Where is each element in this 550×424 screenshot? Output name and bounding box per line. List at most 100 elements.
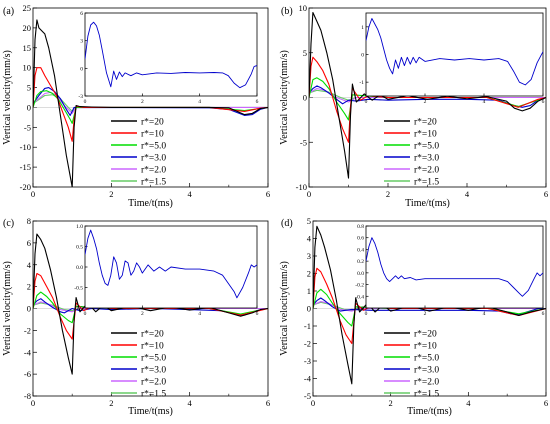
panel-d-inset-y-tick-label: -0.4 bbox=[355, 294, 364, 300]
panel-c-inset-y-tick-label: -1.0 bbox=[74, 306, 83, 312]
panel-a-inset-y-tick-label: 0 bbox=[80, 66, 83, 72]
panel-d-inset-y-tick-label: 0.6 bbox=[357, 236, 364, 242]
panel-d-x-tick-label: 4 bbox=[466, 398, 471, 408]
panel-c-inset-y-tick-label: 1.0 bbox=[76, 224, 83, 230]
panel-a-series-group bbox=[33, 19, 268, 187]
panel-d-inset-y-tick-label: 0.4 bbox=[357, 247, 364, 253]
panel-a-inset-y-tick-label: 6 bbox=[80, 11, 83, 17]
panel-d-inset-y-tick-label: 0.0 bbox=[357, 271, 364, 277]
panel-c-legend-label: r*=20 bbox=[141, 330, 164, 340]
panel-b-inset-y-tick-label: -1 bbox=[359, 80, 364, 86]
panel-a-legend-label: r*=1.5 bbox=[141, 178, 166, 188]
panel-c-y-tick-label: -2 bbox=[24, 325, 31, 335]
panel-b-y-axis-label: Vertical velocity(mm/s) bbox=[279, 50, 290, 145]
panel-b-legend-label: r*=5.0 bbox=[414, 142, 439, 152]
panel-d-legend-label: r*=5.0 bbox=[414, 354, 439, 364]
panel-b-inset-frame bbox=[365, 12, 544, 97]
panel-c-label: (c) bbox=[3, 218, 14, 229]
panel-d-inset-y-tick-label: -0.2 bbox=[355, 283, 364, 289]
panel-b-inset-x-tick-label: 0 bbox=[365, 99, 368, 105]
panel-d-y-tick-label: -3 bbox=[304, 356, 311, 366]
panel-a-series-line-r10 bbox=[33, 67, 268, 142]
panel-b-x-tick-label: 4 bbox=[465, 189, 470, 199]
panel-c-inset-x-tick-label: 2 bbox=[141, 311, 144, 317]
panel-d-y-tick-label: 3 bbox=[307, 251, 311, 261]
panel-c-x-axis-label: Time/t(ms) bbox=[128, 406, 173, 417]
panel-d-y-tick-label: 5 bbox=[307, 216, 311, 226]
panel-b-inset-x-tick-label: 2 bbox=[424, 99, 427, 105]
panel-b-series-line-r2.0 bbox=[309, 87, 546, 103]
panel-b-x-tick-label: 2 bbox=[386, 189, 390, 199]
panel-d-y-axis-label: Vertical velocity(mm/s) bbox=[279, 261, 290, 356]
panel-a-legend-label: r*=3.0 bbox=[141, 154, 166, 164]
panel-b-inset-x-tick-label: 4 bbox=[483, 99, 486, 105]
panel-d-legend-label: r*=3.0 bbox=[414, 366, 439, 376]
panel-d-legend-label: r*=10 bbox=[414, 342, 437, 352]
panel-a-y-axis-label: Vertical velocity(mm/s) bbox=[2, 50, 13, 145]
panel-a-legend-label: r*=20 bbox=[141, 118, 164, 128]
panel-b-y-tick-label: 5 bbox=[303, 48, 307, 58]
panel-d-series-line-r2.0 bbox=[313, 300, 546, 312]
panel-a-y-tick-label: 20 bbox=[23, 23, 32, 33]
panel-b-inset-x-tick-label: 6 bbox=[542, 99, 545, 105]
panel-c-x-tick-label: 0 bbox=[31, 398, 35, 408]
panel-a-x-tick-label: 4 bbox=[188, 189, 193, 199]
panel-c-inset-x-tick-label: 0 bbox=[84, 311, 87, 317]
panel-d-x-tick-label: 2 bbox=[389, 398, 393, 408]
panel-a-y-tick-label: -20 bbox=[20, 182, 31, 192]
panel-a-legend-label: r*=10 bbox=[141, 130, 164, 140]
panel-b-legend-label: r*=2.0 bbox=[414, 166, 439, 176]
panel-c-series-line-r2.0 bbox=[33, 301, 268, 313]
panel-d-inset-y-tick-label: 0.8 bbox=[357, 224, 364, 230]
panel-a-y-tick-label: -10 bbox=[20, 142, 31, 152]
panel-d-label: (d) bbox=[281, 218, 293, 229]
panel-b-series-line-r3.0 bbox=[309, 85, 546, 108]
panel-c-legend-label: r*=10 bbox=[141, 342, 164, 352]
panel-d-legend-label: r*=2.0 bbox=[414, 378, 439, 388]
panel-b-inset-y-tick-label: 0 bbox=[361, 53, 364, 59]
panel-a-y-tick-label: 0 bbox=[27, 102, 31, 112]
panel-d-legend-label: r*=1.5 bbox=[414, 390, 439, 400]
panel-c-x-tick-label: 4 bbox=[188, 398, 193, 408]
panel-b-series-group bbox=[309, 11, 546, 179]
panel-a-label: (a) bbox=[3, 6, 14, 17]
panel-a-inset-x-tick-label: 2 bbox=[141, 99, 144, 105]
panel-a-inset-y-tick-label: -3 bbox=[78, 94, 83, 100]
panel-d-inset-x-tick-label: 4 bbox=[483, 311, 486, 317]
panel-a-y-tick-label: 25 bbox=[23, 3, 32, 13]
panel-d-y-tick-label: -2 bbox=[304, 339, 311, 349]
panel-a-series-line-r3.0 bbox=[33, 87, 268, 116]
panel-c-inset-group bbox=[85, 229, 257, 299]
panel-d-inset-line bbox=[366, 237, 543, 297]
panel-d-inset-y-tick-label: 0.2 bbox=[357, 259, 364, 265]
panel-b-x-tick-label: 6 bbox=[544, 189, 548, 199]
panel-c-series-group bbox=[33, 233, 268, 375]
panel-b-label: (b) bbox=[281, 6, 293, 17]
panel-c-x-tick-label: 2 bbox=[109, 398, 113, 408]
panel-b-y-tick-label: 0 bbox=[303, 93, 307, 103]
panel-b-inset-line bbox=[366, 18, 543, 86]
panel-c-x-tick-label: 6 bbox=[266, 398, 270, 408]
panel-d-legend-label: r*=20 bbox=[414, 330, 437, 340]
panel-c-y-tick-label: -6 bbox=[24, 369, 31, 379]
panel-d-inset-x-tick-label: 6 bbox=[542, 311, 545, 317]
panel-d-series-group bbox=[313, 225, 546, 385]
panel-c-inset-y-tick-label: 0.0 bbox=[76, 265, 83, 271]
panel-a-legend-label: r*=5.0 bbox=[141, 142, 166, 152]
panel-c-y-tick-label: -8 bbox=[24, 391, 31, 401]
panel-d-x-tick-label: 0 bbox=[311, 398, 315, 408]
panel-b-x-tick-label: 0 bbox=[307, 189, 311, 199]
panel-a-y-tick-label: -5 bbox=[24, 122, 31, 132]
panel-d-x-axis-label: Time/t(ms) bbox=[407, 406, 452, 417]
panel-a-x-tick-label: 2 bbox=[109, 189, 113, 199]
panel-b-x-axis-label: Time/t(ms) bbox=[405, 198, 450, 209]
panel-c-y-tick-label: 2 bbox=[27, 282, 31, 292]
panel-c-legend-label: r*=1.5 bbox=[141, 390, 166, 400]
panel-c-y-tick-label: 8 bbox=[27, 216, 31, 226]
panel-b-legend-label: r*=3.0 bbox=[414, 154, 439, 164]
panel-a-y-tick-label: 10 bbox=[23, 63, 32, 73]
panel-a-inset-x-tick-label: 6 bbox=[256, 99, 259, 105]
panel-a-y-tick-label: 15 bbox=[23, 43, 32, 53]
panel-d-y-tick-label: 0 bbox=[307, 304, 311, 314]
